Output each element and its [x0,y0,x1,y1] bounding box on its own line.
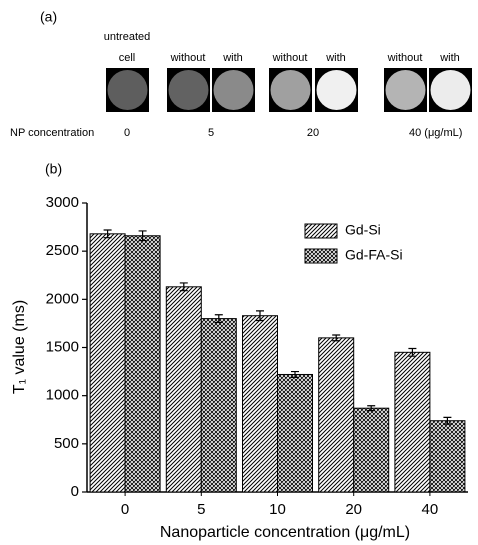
bar [125,236,160,492]
figure: (a) untreated cell without with without … [0,0,478,545]
row-label: NP concentration [10,127,94,139]
y-tick-label: 1500 [46,338,79,355]
legend-swatch [305,249,337,263]
bar [395,352,430,492]
concentration-label: 0 [124,127,130,139]
concentration-label: 40 (μg/mL) [409,127,462,139]
bar [90,234,125,492]
y-tick-label: 500 [54,435,79,452]
x-tick-label: 5 [197,501,205,518]
y-tick-label: 2500 [46,242,79,259]
concentration-label: 5 [208,127,214,139]
bar [319,338,354,492]
image-label: with [439,52,460,64]
image-label: with [325,52,346,64]
image-label: without [170,52,206,64]
image-label: untreated [104,31,150,43]
image-label: with [222,52,243,64]
x-tick-label: 10 [269,501,286,518]
panel-label: (b) [45,161,62,177]
legend-label: Gd-Si [345,222,381,238]
x-tick-label: 40 [422,501,439,518]
legend-swatch [305,224,337,238]
y-tick-label: 3000 [46,194,79,211]
bar [278,374,313,492]
y-axis-label: T₁ value (ms) [11,300,28,394]
bar [166,287,201,492]
concentration-label: 20 [307,127,319,139]
bar [354,408,389,492]
legend-label: Gd-FA-Si [345,247,403,263]
mri-images [106,68,472,112]
y-tick-label: 1000 [46,387,79,404]
plot: 0 500 1000 1500 2000 2500 3000 0 5 10 20 40 Gd-Si Gd-… [46,194,468,518]
x-axis-label: Nanoparticle concentration (μg/mL) [160,524,410,541]
image-label: without [387,52,423,64]
x-tick-label: 0 [121,501,129,518]
panel-label: (a) [40,9,57,25]
bar [201,319,236,492]
y-tick-label: 0 [71,483,79,500]
image-label: cell [119,52,136,64]
bar [243,316,278,492]
x-tick-label: 20 [345,501,362,518]
image-label: without [272,52,308,64]
bar [430,421,465,492]
y-tick-label: 2000 [46,290,79,307]
